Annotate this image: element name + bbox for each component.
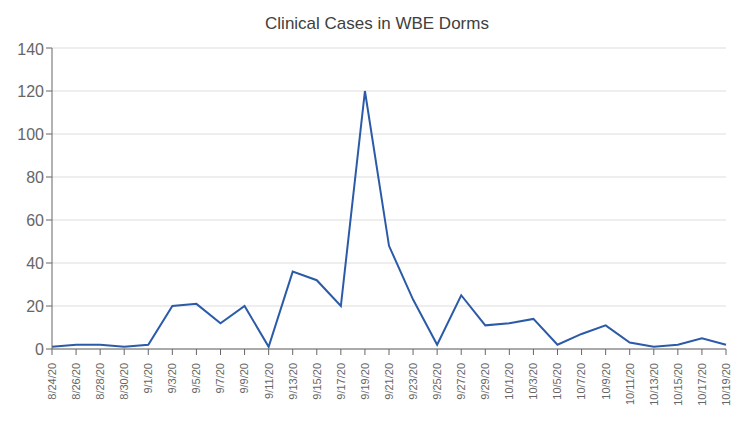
svg-text:10/7/20: 10/7/20 — [575, 363, 587, 400]
svg-text:9/19/20: 9/19/20 — [359, 363, 371, 400]
svg-text:10/1/20: 10/1/20 — [503, 363, 515, 400]
svg-text:10/11/20: 10/11/20 — [624, 363, 636, 405]
svg-text:9/25/20: 9/25/20 — [431, 363, 443, 400]
svg-text:10/15/20: 10/15/20 — [672, 363, 684, 406]
svg-text:10/3/20: 10/3/20 — [527, 363, 539, 400]
svg-text:9/11/20: 9/11/20 — [262, 363, 274, 399]
svg-text:10/13/20: 10/13/20 — [648, 363, 660, 406]
svg-text:60: 60 — [26, 212, 44, 229]
svg-text:9/15/20: 9/15/20 — [311, 363, 323, 400]
svg-text:8/26/20: 8/26/20 — [70, 363, 82, 400]
svg-text:10/19/20: 10/19/20 — [720, 363, 732, 406]
svg-text:80: 80 — [26, 169, 44, 186]
svg-text:9/17/20: 9/17/20 — [335, 363, 347, 400]
svg-text:100: 100 — [17, 126, 44, 143]
svg-text:9/3/20: 9/3/20 — [166, 363, 178, 394]
svg-text:40: 40 — [26, 255, 44, 272]
svg-text:9/29/20: 9/29/20 — [479, 363, 491, 400]
svg-text:8/24/20: 8/24/20 — [46, 363, 58, 400]
html-text:Clinical Cases in WBE Dorms: Clinical Cases in WBE Dorms — [265, 14, 489, 33]
svg-text:140: 140 — [17, 41, 44, 58]
svg-text:9/21/20: 9/21/20 — [383, 363, 395, 400]
svg-text:10/17/20: 10/17/20 — [696, 363, 708, 406]
svg-text:9/9/20: 9/9/20 — [238, 363, 250, 394]
svg-text:9/23/20: 9/23/20 — [407, 363, 419, 400]
svg-text:10/5/20: 10/5/20 — [551, 363, 563, 400]
svg-text:8/30/20: 8/30/20 — [118, 363, 130, 400]
svg-text:9/13/20: 9/13/20 — [287, 363, 299, 400]
svg-text:120: 120 — [17, 83, 44, 100]
svg-text:9/7/20: 9/7/20 — [214, 363, 226, 394]
svg-text:9/1/20: 9/1/20 — [142, 363, 154, 394]
svg-text:9/27/20: 9/27/20 — [455, 363, 467, 400]
svg-text:8/28/20: 8/28/20 — [94, 363, 106, 400]
svg-text:20: 20 — [26, 298, 44, 315]
svg-text:0: 0 — [35, 341, 44, 358]
svg-text:10/9/20: 10/9/20 — [599, 363, 611, 400]
svg-text:9/5/20: 9/5/20 — [190, 363, 202, 394]
